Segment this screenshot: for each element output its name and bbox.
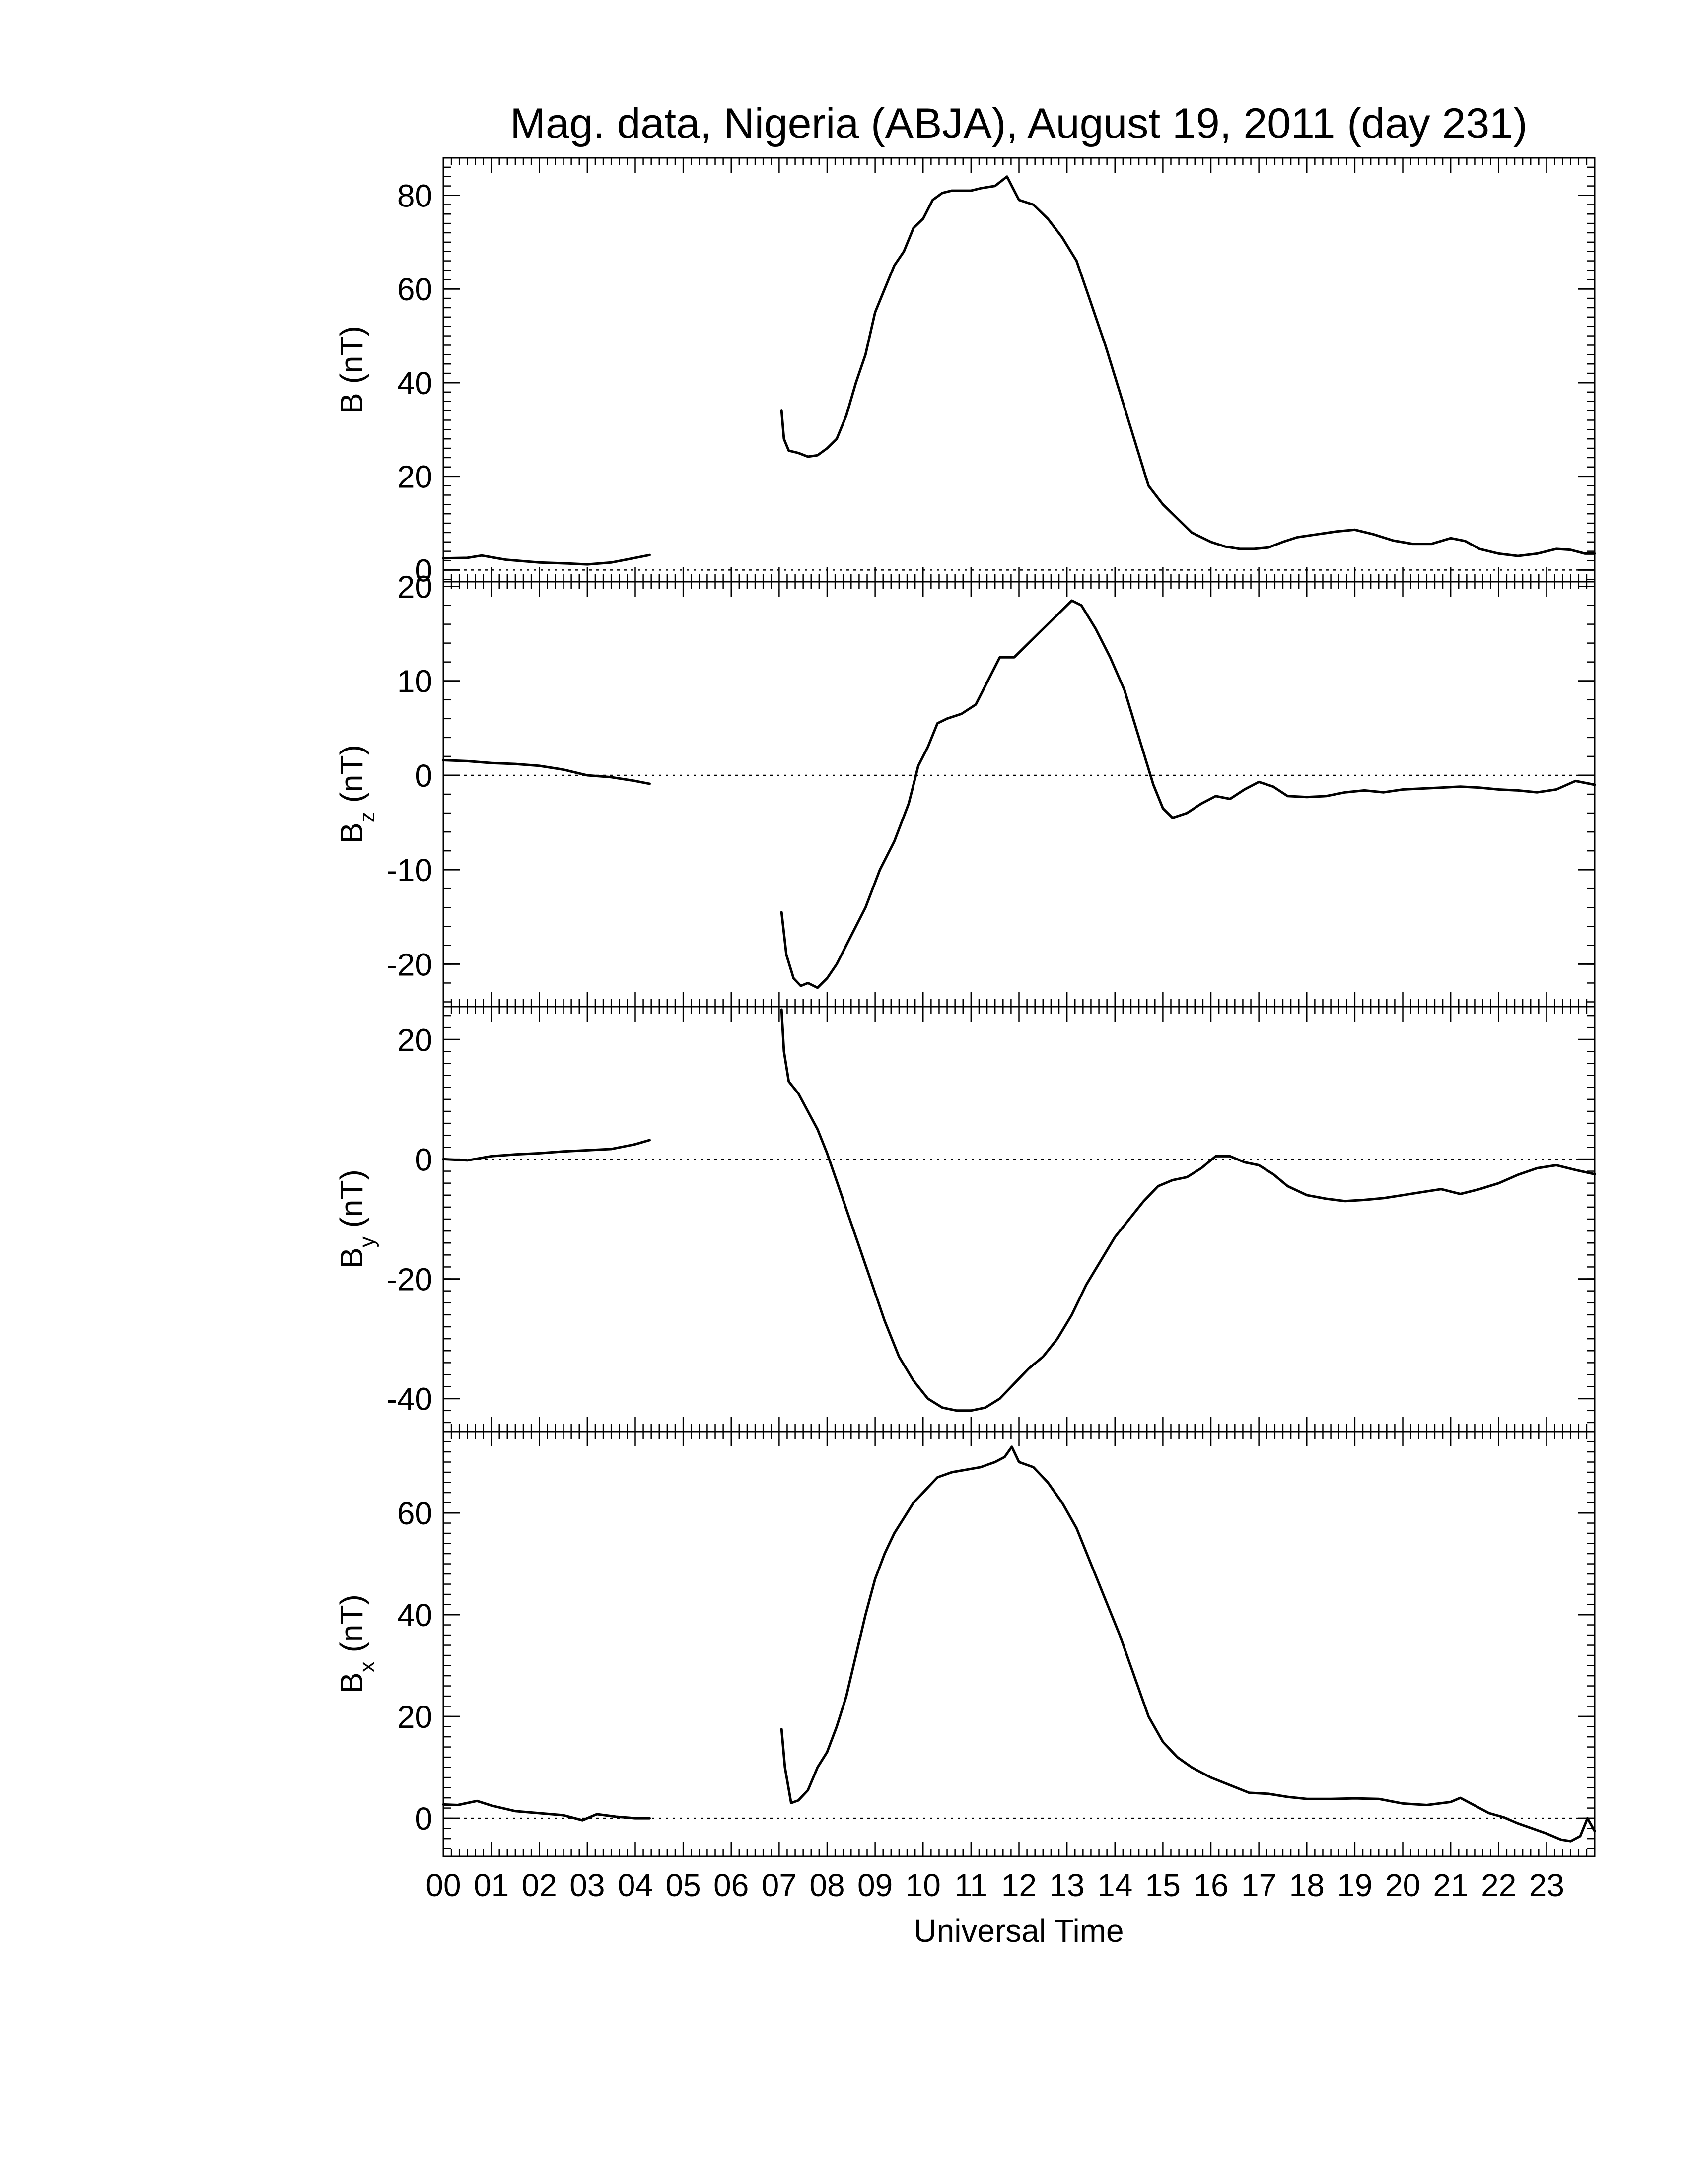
x-tick-label: 07 — [762, 1867, 797, 1903]
y-axis-label-main: B — [334, 1247, 369, 1269]
series-b-segment-2 — [780, 175, 1596, 557]
y-tick-label: -20 — [387, 947, 433, 982]
panel-frame — [442, 157, 1596, 583]
x-tick-label: 14 — [1097, 1867, 1132, 1903]
y-axis-label-main: B — [334, 393, 369, 414]
y-tick-label: 0 — [415, 1142, 432, 1177]
x-tick-label: 19 — [1337, 1867, 1372, 1903]
y-axis-label-main: B — [334, 1672, 369, 1694]
x-tick-label: 05 — [666, 1867, 701, 1903]
series-bx-segment-1 — [442, 1799, 651, 1822]
x-tick-label: 02 — [522, 1867, 557, 1903]
series-by-segment-1 — [442, 1139, 651, 1162]
y-tick-label: 20 — [397, 1022, 432, 1058]
y-axis-label-unit: (nT) — [334, 1594, 369, 1661]
panel-frame — [442, 1006, 1596, 1433]
y-tick-label: 60 — [397, 1496, 432, 1531]
x-tick-label: 12 — [1001, 1867, 1037, 1903]
y-tick-label: -40 — [387, 1381, 433, 1417]
y-tick-label: 40 — [397, 1597, 432, 1633]
y-axis-label: Bz (nT) — [334, 745, 379, 844]
y-axis-label-subscript: z — [355, 812, 379, 822]
y-axis-label-main: B — [334, 822, 369, 844]
x-tick-label: 23 — [1529, 1867, 1564, 1903]
x-tick-label: 22 — [1481, 1867, 1516, 1903]
x-tick-label: 11 — [955, 1867, 987, 1903]
y-tick-label: 20 — [397, 459, 432, 495]
x-tick-label: 08 — [809, 1867, 844, 1903]
x-tick-label: 20 — [1385, 1867, 1420, 1903]
panel-bx: 0 20 40 60 Bx (nT) — [334, 1431, 1596, 1857]
x-tick-label: 16 — [1193, 1867, 1228, 1903]
x-tick-label: 06 — [713, 1867, 749, 1903]
y-tick-label: -20 — [387, 1262, 433, 1297]
y-tick-label: 0 — [415, 552, 432, 588]
y-tick-label: 0 — [415, 758, 432, 794]
y-tick-label: 80 — [397, 178, 432, 213]
y-axis-label: B (nT) — [334, 326, 369, 414]
panel-frame — [442, 1431, 1596, 1857]
panel-bz: -20 -10 0 10 20 Bz (nT) — [334, 569, 1596, 1008]
series-b-segment-1 — [442, 553, 651, 566]
y-axis-label-subscript: y — [355, 1236, 379, 1247]
x-tick-label: 10 — [906, 1867, 941, 1903]
y-tick-label: 0 — [415, 1801, 432, 1837]
x-tick-label: 17 — [1241, 1867, 1276, 1903]
x-tick-label: 18 — [1289, 1867, 1325, 1903]
panel-frame — [442, 581, 1596, 1008]
y-axis-label-unit: (nT) — [334, 745, 369, 812]
y-axis-label-unit: (nT) — [334, 1169, 369, 1236]
x-tick-label: 00 — [425, 1867, 461, 1903]
x-tick-label: 13 — [1050, 1867, 1085, 1903]
y-axis-label-subscript: x — [355, 1661, 379, 1672]
y-tick-label: 60 — [397, 272, 432, 307]
x-tick-label: 15 — [1145, 1867, 1181, 1903]
y-tick-label: -10 — [387, 852, 433, 888]
y-axis-label: By (nT) — [334, 1169, 379, 1269]
x-tick-label: 03 — [569, 1867, 605, 1903]
x-tick-label: 04 — [618, 1867, 653, 1903]
x-tick-label: 09 — [857, 1867, 893, 1903]
series-bz-segment-1 — [442, 759, 651, 785]
y-tick-label: 40 — [397, 365, 432, 401]
y-axis-label: Bx (nT) — [334, 1594, 379, 1694]
series-by-segment-2 — [780, 1008, 1596, 1412]
y-tick-label: 20 — [397, 1699, 432, 1735]
x-axis-label: Universal Time — [914, 1913, 1124, 1949]
series-bz-segment-2 — [780, 599, 1596, 989]
x-axis: 00 01 02 03 04 05 06 07 08 09 10 11 12 13 14 15 16 17 18 19… — [425, 1867, 1564, 1903]
y-tick-label: 10 — [397, 664, 432, 699]
panel-by: -40 -20 0 20 By (nT) — [334, 1006, 1596, 1433]
y-axis-label-unit: (nT) — [334, 326, 369, 393]
x-tick-label: 01 — [474, 1867, 509, 1903]
y-tick-label: 20 — [397, 569, 432, 605]
chart-title: Mag. data, Nigeria (ABJA), August 19, 20… — [510, 100, 1527, 147]
series-bx-segment-2 — [780, 1445, 1596, 1843]
x-tick-label: 21 — [1433, 1867, 1469, 1903]
panel-b: 0 20 40 60 80 B (nT) — [334, 157, 1596, 588]
